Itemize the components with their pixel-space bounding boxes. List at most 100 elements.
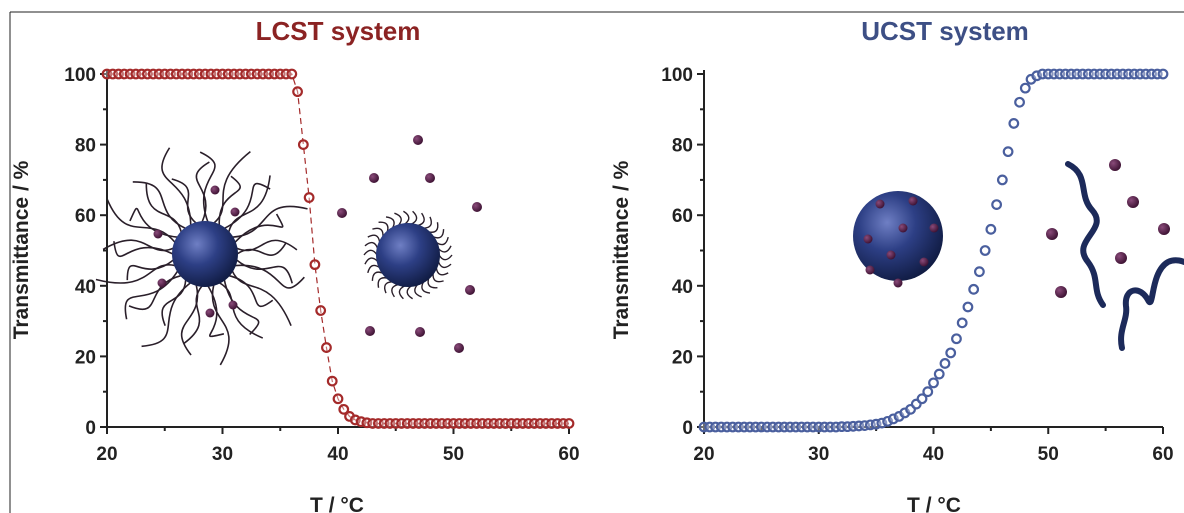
collapsed-chain bbox=[372, 227, 384, 237]
ucst-title: UCST system bbox=[861, 16, 1029, 46]
corona-chain bbox=[183, 285, 203, 345]
collapsed-micelle-illustration bbox=[363, 210, 453, 300]
ion-dot bbox=[1115, 252, 1127, 264]
y-tick-label: 100 bbox=[64, 65, 96, 86]
ion-dot bbox=[425, 173, 435, 183]
corona-chain bbox=[141, 282, 192, 348]
corona-chain bbox=[124, 270, 179, 320]
data-point bbox=[974, 266, 985, 278]
lcst-title: LCST system bbox=[256, 16, 421, 46]
data-point bbox=[916, 393, 928, 405]
ion-dot bbox=[1158, 223, 1170, 235]
collapsed-chain bbox=[421, 281, 431, 294]
collapsed-chain bbox=[428, 222, 439, 233]
ion-dot bbox=[1055, 286, 1067, 298]
corona-chain bbox=[132, 181, 187, 230]
data-point bbox=[338, 403, 350, 415]
corona-chain bbox=[223, 182, 271, 230]
ion-dot bbox=[893, 278, 903, 288]
corona-chain bbox=[223, 279, 260, 336]
ion-dot bbox=[228, 300, 238, 310]
dissolved-chains-illustration bbox=[1046, 159, 1184, 351]
data-point bbox=[979, 245, 991, 256]
x-tick-label: 20 bbox=[96, 444, 117, 465]
data-point bbox=[292, 86, 303, 98]
y-tick-label: 40 bbox=[75, 277, 96, 298]
corona-chain bbox=[199, 151, 216, 223]
corona-chain bbox=[231, 270, 292, 326]
ion-dot bbox=[898, 223, 908, 233]
data-point bbox=[922, 386, 934, 398]
corona-chain bbox=[145, 183, 183, 233]
collapsed-chain bbox=[367, 234, 381, 243]
micelle-core bbox=[172, 221, 238, 287]
data-point bbox=[928, 377, 939, 389]
ucst-y-axis-label: Transmittance / % bbox=[610, 160, 633, 339]
corona-chain bbox=[207, 285, 225, 338]
collapsed-chain bbox=[398, 285, 406, 300]
corona-chain bbox=[227, 175, 271, 233]
data-point bbox=[309, 259, 321, 271]
corona-chain bbox=[161, 279, 187, 326]
corona-chain bbox=[113, 241, 174, 258]
data-point bbox=[326, 375, 338, 387]
ion-dot bbox=[153, 229, 163, 239]
data-point bbox=[321, 342, 332, 353]
data-point bbox=[996, 174, 1008, 186]
collapsed-chain bbox=[432, 273, 444, 283]
ion-dot bbox=[1046, 228, 1058, 240]
ion-dot bbox=[929, 223, 939, 233]
collapsed-chain bbox=[414, 284, 422, 298]
y-tick-label: 0 bbox=[85, 418, 96, 439]
y-tick-label: 20 bbox=[75, 347, 96, 368]
x-tick-label: 40 bbox=[923, 444, 944, 465]
collapsed-chain bbox=[435, 267, 449, 276]
corona-chain bbox=[236, 239, 298, 252]
corona-chain bbox=[234, 213, 284, 243]
y-tick-label: 20 bbox=[672, 347, 693, 368]
collapsed-chain bbox=[403, 210, 410, 225]
collapsed-chain bbox=[417, 212, 425, 227]
data-point bbox=[956, 317, 968, 329]
collapsed-chain bbox=[432, 229, 445, 239]
x-tick-label: 60 bbox=[1152, 444, 1173, 465]
corona-chain bbox=[180, 284, 199, 356]
data-point bbox=[1002, 146, 1014, 158]
micelle-with-corona-illustration bbox=[95, 147, 308, 366]
corona-chain bbox=[218, 175, 241, 226]
collapsed-chain bbox=[391, 283, 399, 298]
collapsed-chain bbox=[410, 210, 418, 225]
ion-dot bbox=[157, 278, 167, 288]
collapsed-chain bbox=[394, 212, 402, 226]
ion-dot bbox=[472, 202, 482, 212]
data-point bbox=[939, 358, 951, 369]
lcst-y-axis-label: Transmittance / % bbox=[10, 160, 33, 339]
x-tick-label: 50 bbox=[1038, 444, 1059, 465]
y-tick-label: 80 bbox=[672, 136, 693, 157]
y-tick-label: 100 bbox=[661, 65, 693, 86]
data-point bbox=[945, 347, 957, 359]
collapsed-chain bbox=[437, 261, 452, 269]
collapsed-chain bbox=[427, 277, 438, 289]
corona-chain bbox=[126, 259, 175, 281]
ion-dot bbox=[369, 173, 379, 183]
data-point bbox=[1014, 96, 1025, 108]
corona-chain bbox=[171, 178, 197, 224]
x-tick-label: 30 bbox=[212, 444, 233, 465]
x-tick-label: 50 bbox=[443, 444, 464, 465]
aggregate-sphere-illustration bbox=[853, 191, 943, 288]
data-point bbox=[303, 192, 315, 203]
data-point bbox=[332, 393, 344, 405]
y-tick-label: 60 bbox=[75, 206, 96, 227]
collapsed-chain bbox=[367, 264, 381, 274]
collapsed-chain bbox=[377, 277, 388, 288]
x-tick-label: 20 bbox=[693, 444, 714, 465]
collapsed-chain bbox=[437, 245, 452, 253]
data-point bbox=[933, 368, 945, 380]
collapsed-chain bbox=[364, 257, 379, 265]
data-point bbox=[985, 223, 997, 235]
ion-dot bbox=[415, 327, 425, 337]
y-tick-label: 40 bbox=[672, 277, 693, 298]
corona-chain bbox=[228, 274, 274, 308]
